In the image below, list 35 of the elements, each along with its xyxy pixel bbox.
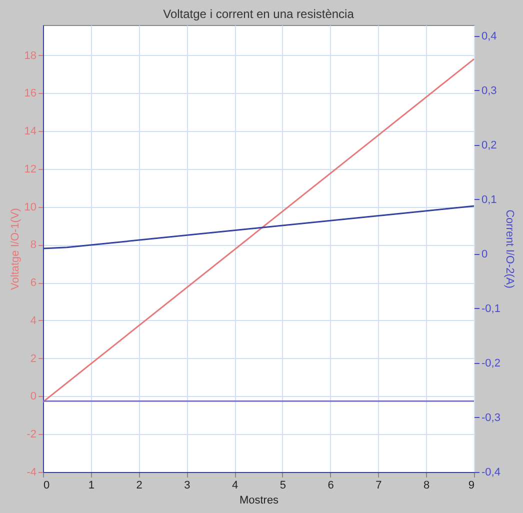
x-tick-label: 4	[232, 480, 238, 492]
x-tick-label: 9	[468, 480, 474, 492]
y-tick-label: 18	[24, 50, 36, 62]
y-tick-label: 2	[30, 352, 36, 365]
y-tick-label: 10	[24, 201, 36, 214]
y-tick-label: 0	[30, 390, 36, 403]
y2-tick-label: -0,4	[482, 466, 500, 478]
y2-tick-label: 0,4	[482, 30, 497, 42]
y-tick-label: 8	[30, 239, 36, 252]
y-tick-label: 12	[24, 163, 36, 176]
y2-axis-title: Corrent I/O-2(A)	[503, 210, 516, 288]
x-tick-label: 3	[184, 480, 190, 492]
x-tick-label: 5	[280, 480, 286, 492]
y-tick-label: 14	[24, 126, 36, 138]
x-axis-title: Mostres	[239, 494, 280, 506]
y-tick-label: 4	[30, 314, 36, 327]
y2-tick-label: 0,2	[482, 139, 497, 152]
y-tick-label: -2	[26, 428, 36, 441]
y-tick-label: 6	[30, 277, 36, 290]
x-tick-label: 8	[424, 480, 430, 492]
y2-tick-label: -0,3	[482, 412, 500, 424]
y2-tick-label: 0	[482, 248, 488, 260]
y2-tick-label: 0,1	[482, 194, 497, 206]
y2-tick-label: 0,3	[482, 84, 497, 97]
x-tick-label: 1	[88, 480, 94, 492]
x-tick-label: 0	[44, 480, 50, 492]
chart-title: Voltatge i corrent en una resistència	[163, 7, 354, 21]
y-tick-label: 16	[24, 88, 36, 100]
y-axis-title: Voltatge I/O-1(V)	[9, 208, 22, 290]
y2-tick-label: -0,2	[482, 357, 500, 370]
x-tick-label: 7	[376, 480, 382, 492]
y-tick-label: -4	[26, 466, 36, 478]
y2-tick-label: -0,1	[482, 302, 500, 315]
x-tick-label: 2	[136, 480, 142, 492]
x-tick-label: 6	[328, 480, 334, 492]
